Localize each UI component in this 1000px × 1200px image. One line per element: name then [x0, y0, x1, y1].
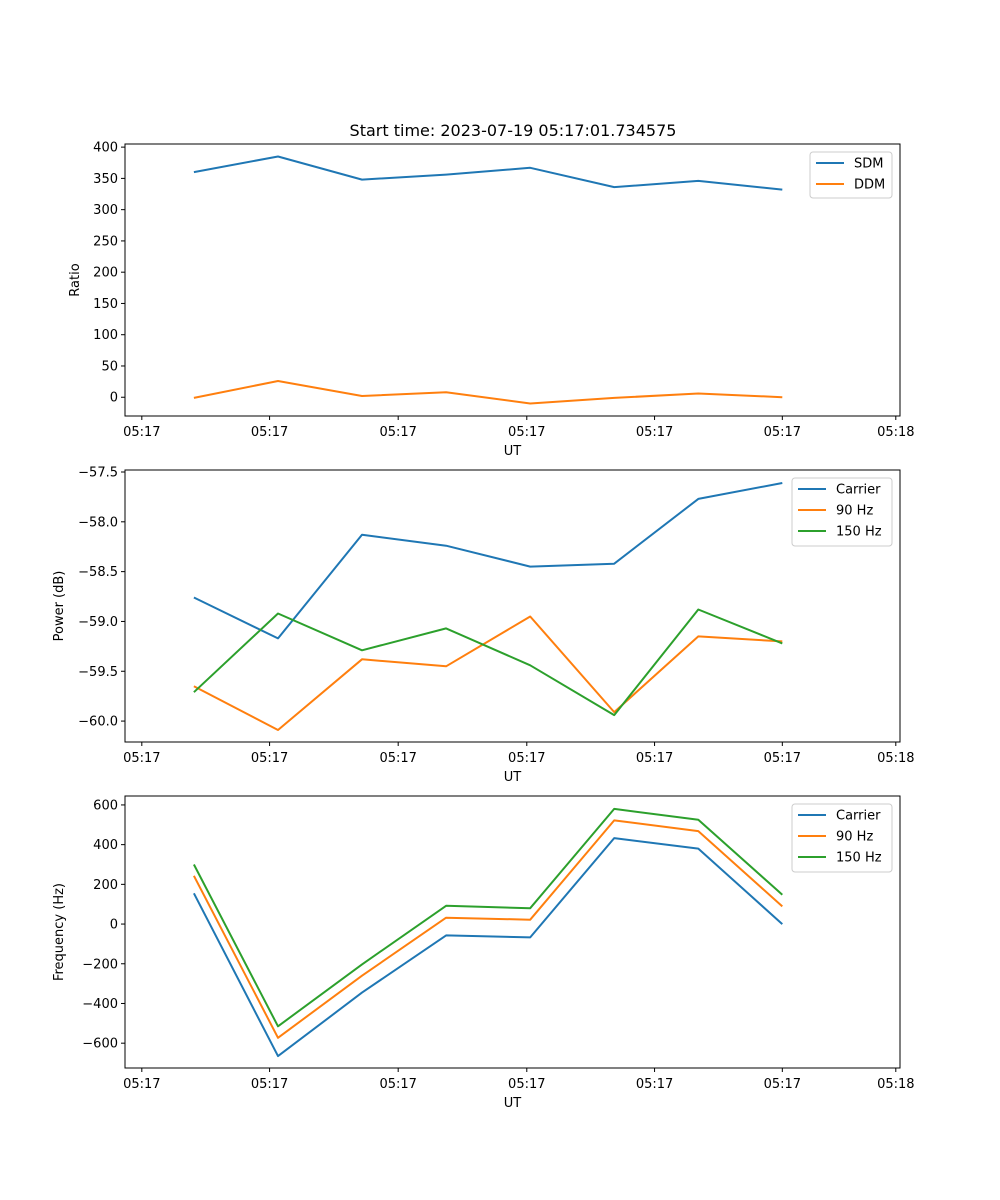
x-tick-label: 05:17 [379, 425, 416, 440]
y-tick-label: 100 [93, 328, 118, 343]
series-line-90-hz [193, 615, 783, 731]
panel-1: 400 350 300 250 200 150 100 50 0 05:17 05:17 05:17 0… [68, 141, 915, 459]
y-tick-label: 150 [93, 297, 118, 312]
series-line-150-hz [193, 608, 783, 717]
legend-label: 90 Hz [836, 830, 873, 845]
legend-label: DDM [854, 178, 885, 193]
y-tick-label: −200 [82, 957, 118, 972]
y-tick-label: 200 [93, 266, 118, 281]
y-axis-label: Power (dB) [52, 571, 67, 642]
y-tick-label: −57.5 [78, 465, 118, 480]
x-tick-label: 05:17 [251, 425, 288, 440]
legend-label: Carrier [836, 483, 881, 498]
series-line-carrier [193, 482, 783, 640]
x-tick-label: 05:18 [877, 425, 914, 440]
y-tick-label: −600 [82, 1037, 118, 1052]
plot-frame [124, 469, 901, 743]
y-tick-label: 0 [110, 391, 118, 406]
y-tick-label: 300 [93, 203, 118, 218]
x-tick-label: 05:17 [764, 425, 801, 440]
x-tick-label: 05:17 [379, 1077, 416, 1092]
x-tick-label: 05:17 [636, 751, 673, 766]
x-axis-label: UT [504, 444, 522, 459]
plot-frame [124, 795, 901, 1069]
legend-box [791, 803, 893, 873]
y-tick-label: 250 [93, 234, 118, 249]
x-tick-label: 05:17 [123, 1077, 160, 1092]
y-tick-label: −60.0 [78, 715, 118, 730]
series-line-90-hz [193, 819, 783, 1039]
series-line-ddm [193, 380, 783, 405]
x-tick-label: 05:17 [508, 1077, 545, 1092]
x-tick-label: 05:17 [379, 751, 416, 766]
legend-box [791, 477, 893, 547]
panels: 400 350 300 250 200 150 100 50 0 05:17 05:17 05:17 0… [52, 141, 915, 1111]
legend-label: Carrier [836, 809, 881, 824]
legend-label: 150 Hz [836, 525, 882, 540]
y-tick-label: 50 [101, 359, 118, 374]
x-axis-label: UT [504, 770, 522, 785]
y-tick-label: −58.5 [78, 565, 118, 580]
panel-2: −57.5 −58.0 −58.5 −59.0 −59.5 −60.0 05:17 05:17… [52, 465, 915, 785]
x-tick-label: 05:17 [251, 1077, 288, 1092]
x-tick-label: 05:17 [636, 1077, 673, 1092]
x-tick-label: 05:18 [877, 1077, 914, 1092]
series-line-150-hz [193, 807, 783, 1028]
y-tick-label: −400 [82, 997, 118, 1012]
x-tick-label: 05:18 [877, 751, 914, 766]
x-tick-label: 05:17 [508, 751, 545, 766]
legend-label: 90 Hz [836, 504, 873, 519]
legend: SDM DDM [809, 151, 893, 199]
x-tick-label: 05:17 [636, 425, 673, 440]
y-tick-label: 600 [93, 798, 118, 813]
legend-label: SDM [854, 157, 883, 172]
legend: Carrier 90 Hz 150 Hz [791, 803, 893, 873]
panel-3: 600 400 200 0 −200 −400 −600 05:17 05:17 05:17 05:… [52, 795, 915, 1111]
y-tick-label: 350 [93, 172, 118, 187]
y-tick-label: −59.0 [78, 615, 118, 630]
figure-title: Start time: 2023-07-19 05:17:01.734575 [350, 121, 677, 140]
x-tick-label: 05:17 [251, 751, 288, 766]
x-tick-label: 05:17 [123, 425, 160, 440]
x-tick-label: 05:17 [123, 751, 160, 766]
plot-frame [124, 143, 901, 417]
x-axis-label: UT [504, 1096, 522, 1111]
series-line-sdm [193, 155, 783, 191]
legend: Carrier 90 Hz 150 Hz [791, 477, 893, 547]
y-axis-label: Frequency (Hz) [52, 883, 67, 981]
y-tick-label: 400 [93, 838, 118, 853]
y-tick-label: −59.5 [78, 665, 118, 680]
x-tick-label: 05:17 [764, 1077, 801, 1092]
y-tick-label: 0 [110, 918, 118, 933]
y-tick-label: −58.0 [78, 515, 118, 530]
x-tick-label: 05:17 [508, 425, 545, 440]
y-axis-label: Ratio [68, 263, 83, 296]
x-tick-label: 05:17 [764, 751, 801, 766]
legend-label: 150 Hz [836, 851, 882, 866]
series-line-carrier [193, 837, 783, 1058]
y-tick-label: 200 [93, 878, 118, 893]
y-tick-label: 400 [93, 141, 118, 156]
